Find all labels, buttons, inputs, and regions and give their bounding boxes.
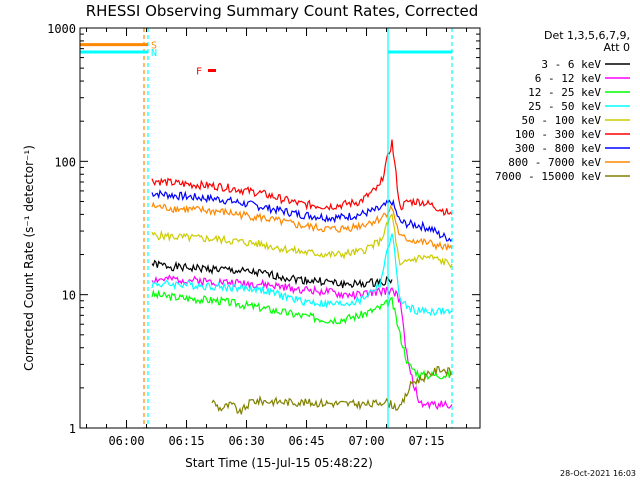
series-layer [151,139,453,415]
y-tick-label: 10 [62,289,76,303]
x-tick-label: 06:15 [168,434,204,448]
series-line-6-12-kev [151,274,453,411]
state-bar-layer: SN F [80,41,452,78]
legend-header-line1: Det 1,3,5,6,7,9, [544,29,630,42]
x-tick-label: 06:30 [228,434,264,448]
axis-layer: 1 10 100 1000 06:00 06:15 06:30 06:45 07:00 07:15 [47,22,481,448]
state-bar-label-F: F [196,67,202,78]
marker-layer [143,28,453,428]
y-tick-label: 1000 [47,22,76,36]
y-tick-label: 1 [69,422,76,436]
plot-frame [79,27,481,429]
series-line-50-100-kev [151,212,453,269]
legend-entry-label: 50 - 100 keV [522,114,602,127]
state-bar-label-S: S [151,41,157,52]
legend-entry-label: 25 - 50 keV [528,100,601,113]
legend-entry-label: 3 - 6 keV [541,58,601,71]
series-line-3-6-kev [151,259,393,289]
legend-entry-label: 800 - 7000 keV [508,156,601,169]
legend-entry-label: 7000 - 15000 keV [495,170,601,183]
legend-entry-label: 100 - 300 keV [515,128,601,141]
footer-timestamp: 28-Oct-2021 16:03 [560,469,636,478]
legend-entry-label: 6 - 12 keV [535,72,602,85]
series-line-7000-15000-kev [211,365,453,415]
series-line-300-800-kev [151,189,453,242]
state-bar-label-N: N [151,48,157,59]
legend-entry-label: 12 - 25 keV [528,86,601,99]
series-line-100-300-kev [151,139,453,217]
legend-entry-label: 300 - 800 keV [515,142,601,155]
x-tick-label: 06:00 [108,434,144,448]
x-tick-label: 07:00 [348,434,384,448]
series-line-12-25-kev [151,289,453,381]
series-line-800-7000-kev [151,201,453,251]
x-tick-label: 07:15 [408,434,444,448]
y-axis-label: Corrected Count Rate (s⁻¹ detector⁻¹) [22,145,36,371]
y-tick-label: 100 [54,155,76,169]
x-tick-label: 06:45 [288,434,324,448]
x-axis-label: Start Time (15-Jul-15 05:48:22) [185,456,373,470]
chart-title: RHESSI Observing Summary Count Rates, Co… [86,2,479,20]
series-line-25-50-kev [151,233,453,317]
legend-header-line2: Att 0 [604,41,630,54]
